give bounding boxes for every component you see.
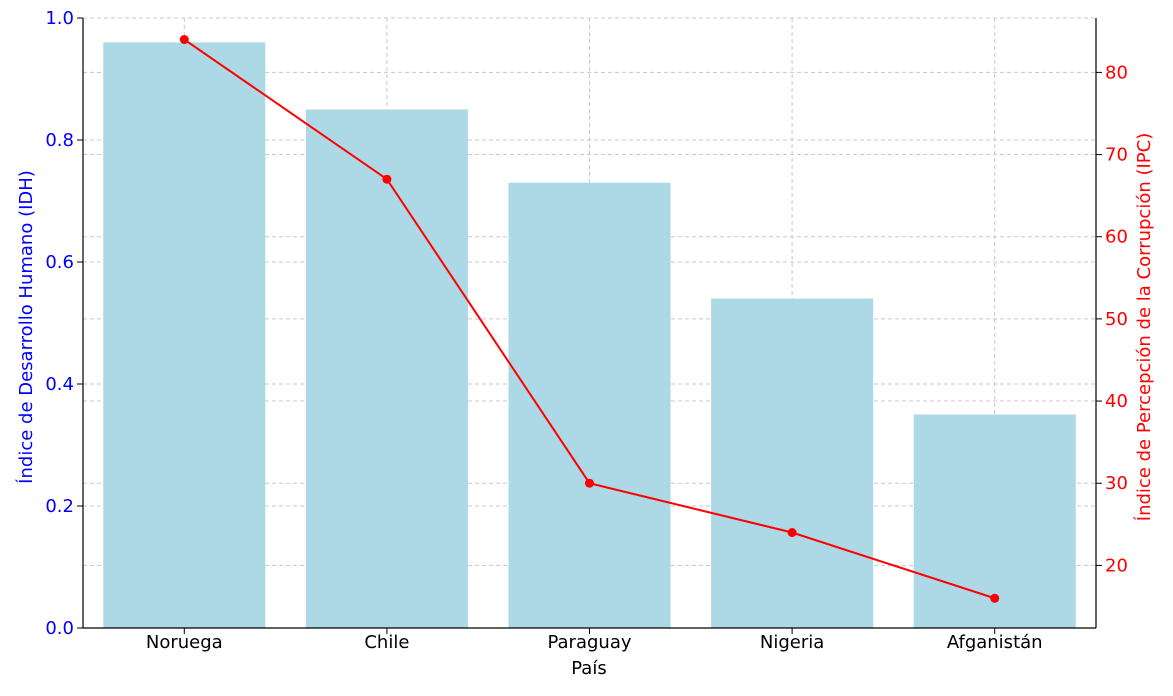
bar — [508, 182, 671, 628]
y-tick-label-left: 0.0 — [45, 618, 74, 639]
x-ticks: Noruega Chile Paraguay Nigeria Afganistán — [146, 628, 1043, 653]
ipc-point — [382, 174, 392, 184]
bar — [103, 42, 266, 628]
y-tick-label-right: 30 — [1105, 473, 1128, 494]
y-tick-label-right: 20 — [1105, 555, 1128, 576]
ipc-point — [585, 478, 594, 488]
y-axis-title-left: Índice de Desarrollo Humano (IDH) — [15, 170, 37, 484]
x-tick-label: Afganistán — [947, 632, 1043, 653]
y-ticks-right: 20 30 40 50 60 70 80 — [1096, 62, 1128, 576]
ipc-point — [990, 593, 1000, 603]
x-tick-label: Chile — [364, 632, 409, 653]
bar — [913, 414, 1076, 628]
x-tick-label: Paraguay — [547, 632, 631, 653]
x-tick-label: Nigeria — [760, 632, 824, 653]
x-tick-label: Noruega — [146, 632, 223, 653]
y-tick-label-left: 1.0 — [45, 8, 74, 29]
ipc-point — [787, 528, 797, 538]
bar — [305, 109, 468, 628]
y-tick-label-right: 80 — [1105, 62, 1128, 83]
bar — [711, 298, 874, 628]
y-tick-label-right: 60 — [1105, 227, 1128, 248]
x-axis-title: País — [571, 658, 606, 679]
y-tick-label-right: 70 — [1105, 145, 1128, 166]
ipc-point — [179, 35, 189, 45]
y-axis-title-right: Índice de Percepción de la Corrupción (I… — [1133, 133, 1155, 521]
y-tick-label-left: 0.4 — [45, 374, 74, 395]
y-tick-label-right: 50 — [1105, 309, 1128, 330]
y-tick-label-left: 0.6 — [45, 252, 74, 273]
bars — [103, 42, 1076, 628]
y-tick-label-right: 40 — [1105, 391, 1128, 412]
y-tick-label-left: 0.8 — [45, 130, 74, 151]
y-ticks-left: 0.0 0.2 0.4 0.6 0.8 1.0 — [45, 8, 83, 639]
y-tick-label-left: 0.2 — [45, 496, 74, 517]
ipc-line — [179, 35, 1000, 603]
